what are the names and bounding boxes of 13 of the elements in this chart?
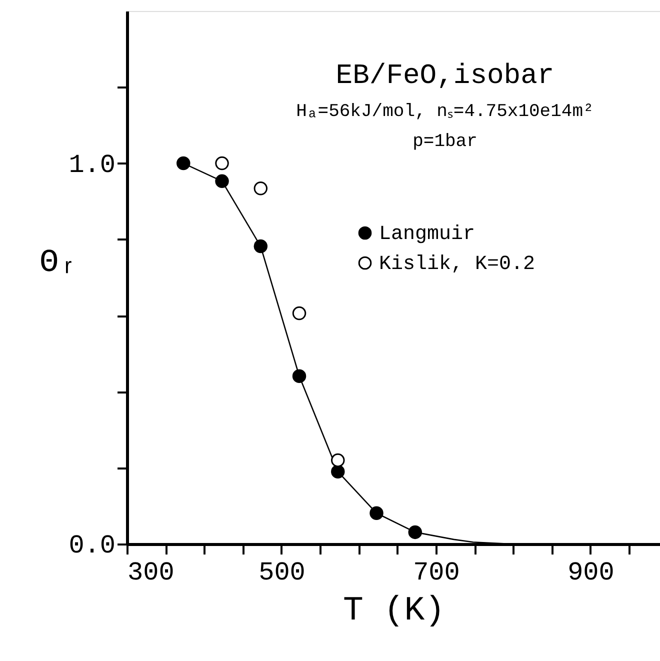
x-axis-title: T (K) bbox=[342, 592, 446, 630]
y-axis-title: Θᵣ bbox=[39, 244, 78, 281]
x-tick-label: 500 bbox=[258, 558, 306, 588]
y-tick-label: 1.0 bbox=[68, 150, 116, 180]
x-tick-label: 700 bbox=[413, 558, 460, 588]
legend-label: Langmuir bbox=[379, 223, 476, 246]
legend-label: Kislik, K=0.2 bbox=[379, 253, 536, 276]
annotation: p=1bar bbox=[412, 132, 478, 152]
annotation: Hₐ=56kJ/mol, nₛ=4.75x10e14m² bbox=[296, 102, 594, 122]
x-tick-label: 300 bbox=[128, 558, 174, 588]
y-tick-label: 0.0 bbox=[68, 530, 116, 560]
x-tick-label: 900 bbox=[568, 558, 614, 588]
text: EB/FeO,isobar bbox=[336, 61, 554, 92]
